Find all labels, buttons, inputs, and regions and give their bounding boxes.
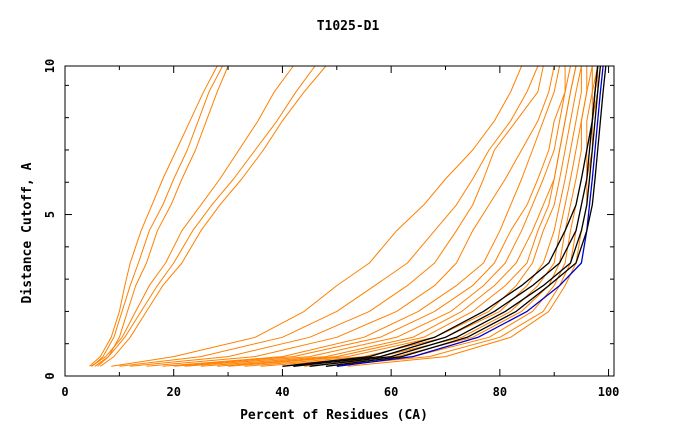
x-tick-label-60: 60 — [384, 385, 398, 399]
series-line-orange-left-4 — [94, 65, 316, 367]
series-line-orange-2 — [130, 65, 544, 367]
series-line-orange-1 — [119, 65, 539, 367]
series-line-black-1 — [293, 65, 599, 367]
series-line-orange-5 — [173, 66, 566, 367]
series-line-orange-left-0 — [89, 65, 218, 367]
x-tick-label-20: 20 — [166, 385, 180, 399]
series-line-orange-13 — [304, 66, 593, 367]
y-tick-label-5: 5 — [43, 211, 57, 218]
x-axis-label: Percent of Residues (CA) — [240, 408, 428, 423]
plot-frame — [64, 65, 615, 377]
series-line-orange-9 — [228, 65, 582, 367]
series-line-orange-15 — [347, 66, 599, 367]
series-line-orange-12 — [282, 65, 593, 367]
series-line-orange-left-3 — [90, 65, 294, 367]
y-axis-label: Distance Cutoff, A — [20, 162, 35, 303]
series-line-orange-11 — [260, 66, 588, 367]
series-line-black-0 — [282, 65, 599, 367]
series-line-orange-8 — [217, 65, 577, 367]
series-line-orange-left-2 — [97, 65, 229, 367]
series-line-black-3 — [325, 65, 607, 367]
x-tick-label-100: 100 — [598, 385, 620, 399]
x-tick-label-80: 80 — [493, 385, 507, 399]
chart-title: T1025-D1 — [317, 19, 380, 34]
x-tick-label-40: 40 — [275, 385, 289, 399]
series-line-orange-left-5 — [100, 65, 327, 367]
y-tick-label-10: 10 — [43, 59, 57, 73]
ticks-layer: 0 20 40 60 80 100 0 5 10 — [43, 59, 619, 399]
series-layer — [89, 65, 607, 367]
series-line-orange-left-1 — [91, 65, 224, 367]
series-line-orange-0 — [111, 65, 523, 367]
series-line-orange-3 — [146, 65, 555, 367]
x-tick-label-0: 0 — [61, 385, 68, 399]
series-line-black-2 — [309, 65, 602, 367]
series-line-orange-4 — [162, 65, 561, 367]
series-line-orange-6 — [184, 65, 571, 367]
y-tick-label-0: 0 — [43, 372, 57, 379]
